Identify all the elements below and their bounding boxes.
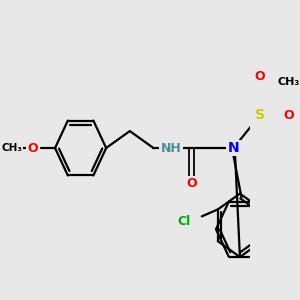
Text: S: S (255, 108, 265, 122)
Text: N: N (228, 141, 239, 155)
Text: NH: NH (160, 142, 182, 154)
Text: CH₃: CH₃ (278, 76, 300, 87)
Text: CH₃: CH₃ (2, 143, 22, 153)
Text: Cl: Cl (177, 215, 190, 228)
Text: O: O (283, 109, 294, 122)
Text: O: O (255, 70, 265, 83)
Text: O: O (27, 142, 38, 154)
Text: O: O (187, 177, 197, 190)
